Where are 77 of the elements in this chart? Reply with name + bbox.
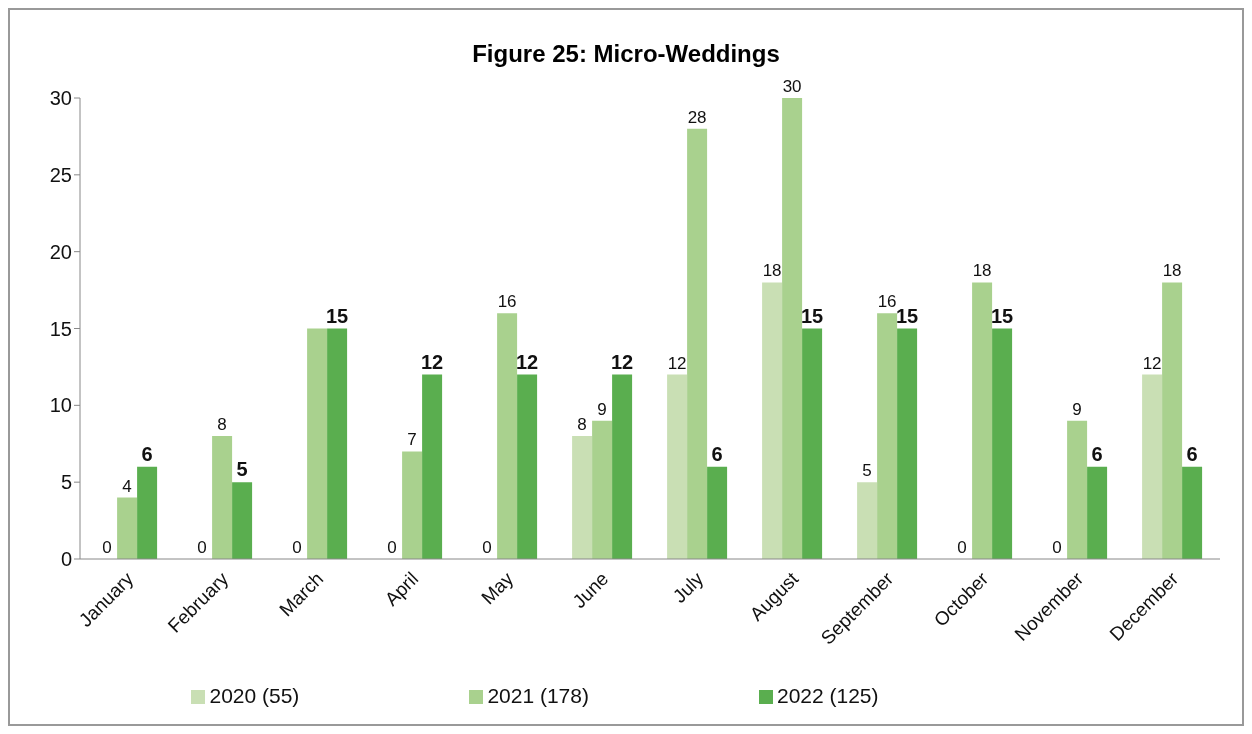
bar <box>212 436 233 559</box>
data-label: 5 <box>862 461 872 481</box>
bar <box>327 328 348 559</box>
y-tick-label: 30 <box>49 87 72 110</box>
bar <box>422 374 443 559</box>
data-label: 0 <box>292 537 302 557</box>
data-label: 7 <box>407 430 417 450</box>
data-label: 15 <box>990 304 1014 327</box>
data-label: 30 <box>782 77 802 96</box>
bar <box>137 466 158 559</box>
legend-label: 2020 (55) <box>209 684 300 707</box>
data-label: 0 <box>197 537 207 557</box>
bar <box>592 420 613 559</box>
data-label: 8 <box>217 415 227 435</box>
bar <box>972 282 993 559</box>
y-tick-label: 5 <box>60 471 72 494</box>
data-label: 0 <box>482 537 492 557</box>
bar <box>1162 282 1183 559</box>
bar <box>572 436 593 559</box>
bar <box>117 497 138 559</box>
bar <box>857 482 878 559</box>
y-tick-label: 10 <box>49 394 72 417</box>
data-label: 12 <box>515 350 539 373</box>
x-tick-label: May <box>477 567 518 609</box>
data-label: 4 <box>122 476 132 496</box>
chart-title: Figure 25: Micro-Weddings <box>471 40 781 68</box>
bar <box>667 374 688 559</box>
data-label: 12 <box>1142 353 1162 373</box>
data-label: 0 <box>387 537 397 557</box>
data-label: 18 <box>972 261 992 281</box>
bar <box>687 128 708 559</box>
bar <box>497 313 518 559</box>
bar <box>612 374 633 559</box>
bar <box>1067 420 1088 559</box>
y-tick-label: 20 <box>49 240 72 263</box>
bar <box>992 328 1013 559</box>
data-label: 0 <box>957 537 967 557</box>
data-label: 28 <box>687 107 707 127</box>
bar <box>877 313 898 559</box>
data-label: 6 <box>1186 442 1198 465</box>
data-label: 12 <box>610 350 634 373</box>
bar <box>762 282 783 559</box>
data-label: 0 <box>1052 537 1062 557</box>
data-label: 5 <box>236 458 248 481</box>
y-tick-label: 25 <box>49 163 72 186</box>
data-label: 18 <box>762 261 782 281</box>
bar <box>802 328 823 559</box>
bar <box>402 451 423 559</box>
legend-label: 2022 (125) <box>776 684 879 707</box>
y-tick-label: 0 <box>60 548 72 571</box>
data-label: 15 <box>800 304 824 327</box>
bar <box>1087 466 1108 559</box>
legend-label: 2021 (178) <box>487 684 589 707</box>
data-label: 15 <box>325 304 349 327</box>
data-label: 8 <box>577 415 587 435</box>
bar <box>517 374 538 559</box>
bar <box>782 98 803 559</box>
bar <box>232 482 253 559</box>
bar <box>1182 466 1203 559</box>
bar <box>897 328 918 559</box>
data-label: 15 <box>895 304 919 327</box>
x-tick-label: July <box>668 567 708 607</box>
data-label: 6 <box>1091 442 1103 465</box>
data-label: 0 <box>102 537 112 557</box>
data-label: 6 <box>711 442 723 465</box>
data-label: 16 <box>877 292 897 312</box>
data-label: 12 <box>667 353 687 373</box>
data-label: 18 <box>1162 261 1182 281</box>
bar <box>707 466 728 559</box>
data-label: 9 <box>1072 399 1082 419</box>
data-label: 9 <box>597 399 607 419</box>
data-label: 6 <box>141 442 153 465</box>
y-tick-label: 15 <box>49 317 72 340</box>
data-label: 12 <box>420 350 444 373</box>
bar <box>307 328 328 559</box>
bar <box>1142 374 1163 559</box>
data-label: 16 <box>497 292 517 312</box>
